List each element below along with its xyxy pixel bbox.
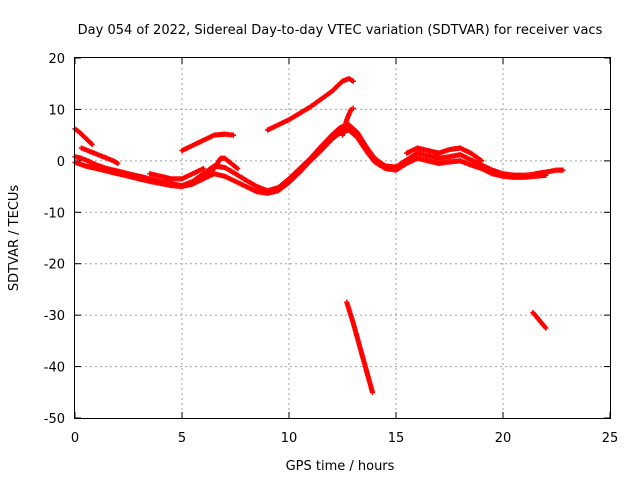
plot-frame: [74, 57, 611, 419]
y-tick-label: -10: [44, 206, 65, 221]
data-point: [479, 158, 485, 164]
series-track-e: [179, 131, 236, 154]
y-tick-label: 10: [48, 103, 65, 118]
x-tick-label: 15: [388, 431, 405, 446]
series-track-a: [72, 126, 95, 147]
x-axis-label: GPS time / hours: [286, 459, 395, 474]
x-tick-label: 0: [71, 431, 79, 446]
y-tick-label: -30: [44, 309, 65, 324]
series-track-k: [404, 145, 485, 164]
y-axis-label: SDTVAR / TECUs: [7, 185, 22, 292]
series-track-i: [344, 299, 376, 395]
chart-title: Day 054 of 2022, Sidereal Day-to-day VTE…: [78, 23, 603, 38]
data-point: [230, 132, 236, 138]
series-track-l: [532, 167, 566, 177]
y-tick-label: -50: [44, 412, 65, 427]
series-track-c: [72, 127, 549, 196]
y-tick-label: 0: [57, 155, 65, 170]
series-track-g: [265, 75, 356, 133]
data-point: [89, 141, 95, 147]
x-tick-label: 20: [495, 431, 512, 446]
series-track-h: [339, 105, 356, 138]
data-point: [350, 105, 356, 111]
data-point: [369, 389, 376, 395]
data-point: [543, 325, 549, 331]
series-track-d: [78, 145, 121, 167]
y-tick-label: -20: [44, 258, 65, 273]
series-track-m: [147, 165, 206, 182]
data-point: [235, 165, 241, 172]
data-point: [200, 165, 206, 172]
data-points: [72, 75, 566, 395]
series-track-j: [530, 309, 549, 331]
data-point: [350, 78, 356, 84]
x-tick-label: 25: [602, 431, 619, 446]
series-track-f: [200, 155, 241, 179]
y-tick-label: -40: [44, 361, 65, 376]
x-tick-label: 5: [178, 431, 186, 446]
y-tick-label: 20: [48, 52, 65, 67]
tick-layer: 0 5 10 15 20 25 -50 -40 -30 -20 -10 0 10 20: [44, 52, 619, 446]
data-point: [560, 167, 566, 173]
data-point: [115, 160, 121, 167]
x-tick-label: 10: [281, 431, 298, 446]
grid-lines: [75, 58, 610, 418]
